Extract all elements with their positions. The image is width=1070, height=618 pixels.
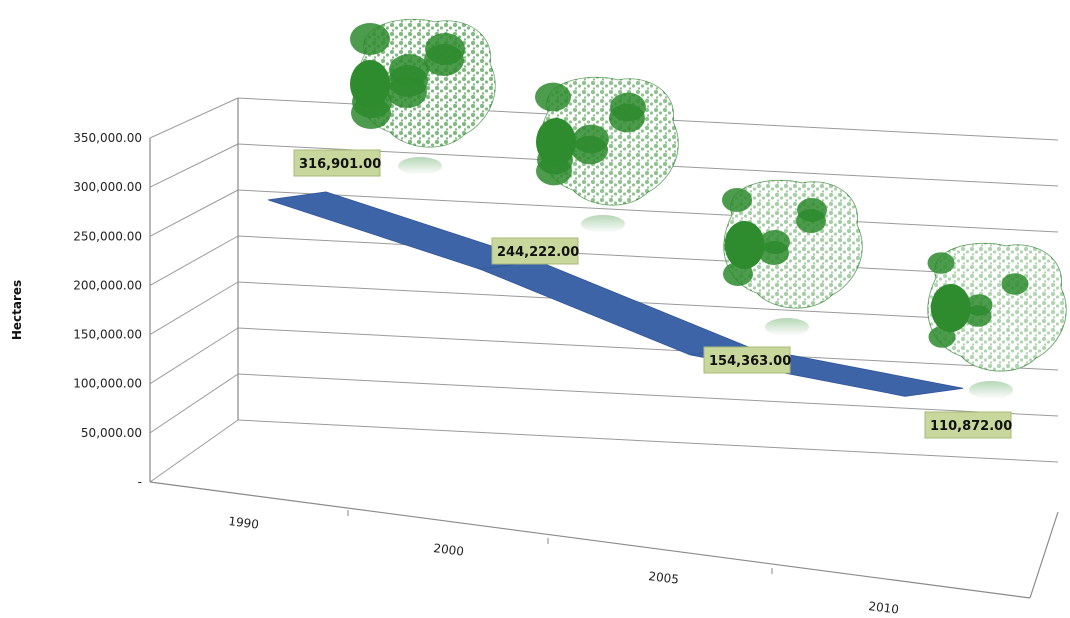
forest-cover-map-2000-icon <box>535 76 679 233</box>
data-label: 110,872.00 <box>924 411 1012 439</box>
back-gridline <box>237 327 1059 371</box>
data-label-box <box>293 149 381 177</box>
data-label: 316,901.00 <box>293 149 381 177</box>
y-tick-label: - <box>138 475 142 489</box>
data-label-text: 154,363.00 <box>709 354 791 369</box>
data-label-text: 110,872.00 <box>930 419 1012 434</box>
x-tick-label: 1990 <box>228 514 260 532</box>
side-gridline <box>149 235 239 286</box>
y-tick-label: 350,000.00 <box>73 131 142 145</box>
side-gridline <box>149 143 239 188</box>
floor-right-edge <box>1029 511 1059 599</box>
y-tick-label: 50,000.00 <box>81 426 142 440</box>
data-label-text: 244,222.00 <box>497 245 579 260</box>
y-tick-label: 300,000.00 <box>73 180 142 194</box>
side-gridline <box>149 419 239 483</box>
x-axis-ticks: 1990 2000 2005 2010 <box>228 514 900 617</box>
back-gridline <box>237 235 1059 279</box>
back-gridline <box>237 419 1059 463</box>
y-axis-ticks: - 50,000.00 100,000.00 150,000.00 200,000.00… <box>73 131 142 489</box>
side-gridline <box>149 281 239 336</box>
axes <box>149 98 1059 599</box>
x-tick-label: 2005 <box>648 569 680 587</box>
data-label-box <box>924 411 1012 439</box>
back-gridline <box>237 373 1059 417</box>
data-label: 244,222.00 <box>491 237 579 265</box>
y-tick-label: 150,000.00 <box>73 328 142 342</box>
data-label-text: 316,901.00 <box>299 157 381 172</box>
side-gridline <box>149 373 239 434</box>
data-label-box <box>703 346 791 374</box>
back-gridline <box>237 281 1059 325</box>
y-tick-label: 100,000.00 <box>73 377 142 391</box>
x-tick-label: 2010 <box>868 599 900 617</box>
y-axis-label: Hectares <box>10 280 24 340</box>
side-gridline <box>149 327 239 385</box>
data-label-box <box>491 237 579 265</box>
x-tick-label: 2000 <box>433 541 465 559</box>
floor-front-edge <box>149 481 1031 599</box>
inset-maps <box>350 18 1067 399</box>
side-gridline <box>149 97 239 139</box>
y-tick-label: 200,000.00 <box>73 278 142 292</box>
data-label: 154,363.00 <box>703 346 791 374</box>
forest-cover-map-2010-icon <box>927 242 1067 399</box>
side-gridline <box>149 189 239 237</box>
data-labels: 316,901.00 244,222.00 154,363.00 110,872.00 <box>293 149 1012 439</box>
forest-cover-map-2005-icon <box>722 179 863 336</box>
y-tick-label: 250,000.00 <box>73 229 142 243</box>
back-gridline <box>237 189 1059 233</box>
series-segment <box>478 260 750 356</box>
forest-cover-map-1990-icon <box>350 18 496 175</box>
